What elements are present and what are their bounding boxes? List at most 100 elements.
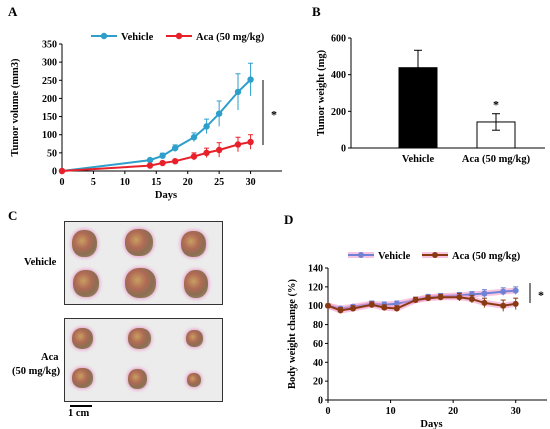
- chart-b-y-tick-label: 400: [331, 70, 346, 81]
- chart-a-series-0-point: [247, 76, 254, 83]
- chart-a-x-tick-label: 20: [183, 177, 193, 188]
- chart-d-x-tick-label: 10: [386, 406, 396, 417]
- panel-d-letter: D: [284, 212, 294, 227]
- chart-a-x-tick-label: 0: [60, 177, 65, 188]
- chart-d-series-1-point: [481, 299, 488, 306]
- chart-d-series-0-point: [512, 287, 519, 294]
- chart-d-y-tick-label: 40: [313, 358, 323, 369]
- chart-d-x-axis-label: Days: [420, 419, 442, 429]
- chart-d-series-1-point: [437, 294, 444, 301]
- chart-d-y-tick-label: 60: [313, 339, 323, 350]
- chart-a-x-tick-label: 25: [214, 177, 224, 188]
- chart-a-series-1-point: [171, 158, 179, 165]
- chart-b-category-label: Vehicle: [402, 154, 435, 165]
- tumor-image: [128, 369, 147, 389]
- chart-a-series-0-point: [190, 134, 198, 141]
- chart-a-y-tick-label: 100: [42, 130, 57, 141]
- chart-a-x-tick-label: 30: [246, 177, 256, 188]
- chart-d-series-0-point: [500, 288, 507, 295]
- chart-a-significance-star: *: [271, 108, 277, 122]
- chart-d-series-1-point: [412, 297, 419, 304]
- chart-a-y-axis-label: Tumor volume (mm3): [10, 58, 21, 157]
- chart-a-x-tick-label: 10: [120, 177, 130, 188]
- chart-d-x-tick-label: 30: [511, 406, 521, 417]
- chart-d-legend-marker: [358, 252, 364, 258]
- chart-a-series-1-point: [247, 138, 254, 146]
- panel-b-letter: B: [312, 4, 321, 19]
- chart-a-series-1-point: [234, 141, 242, 148]
- chart-a-series-1-point: [215, 146, 223, 154]
- chart-d-y-tick-label: 0: [318, 396, 323, 407]
- tumor-image: [187, 373, 201, 387]
- tumor-image: [73, 270, 99, 297]
- chart-b-y-axis-label: Tumor weight (mg): [316, 49, 327, 136]
- chart-d-legend-label: Aca (50 mg/kg): [452, 251, 521, 262]
- chart-b-y-tick-label: 200: [331, 107, 346, 118]
- chart-a-y-tick-label: 350: [42, 40, 57, 51]
- chart-d-y-tick-label: 120: [308, 282, 323, 293]
- chart-b-y-tick-label: 0: [341, 144, 346, 155]
- scale-bar: [70, 405, 92, 407]
- chart-d-y-tick-label: 20: [313, 377, 323, 388]
- chart-d-series-1-point: [368, 301, 375, 308]
- chart-d-x-tick-label: 20: [448, 406, 458, 417]
- chart-d-series-1-point: [468, 296, 475, 303]
- chart-b-category-label: Aca (50 mg/kg): [462, 154, 531, 165]
- chart-b-y-tick-label: 600: [331, 34, 346, 45]
- chart-d-series-1-point: [393, 305, 400, 312]
- chart-a-y-tick-label: 250: [42, 76, 57, 87]
- chart-a-series-0-point: [215, 110, 223, 117]
- chart-d-y-tick-label: 140: [308, 264, 323, 275]
- chart-a-y-tick-label: 300: [42, 58, 57, 69]
- chart-d-significance-star: *: [538, 288, 544, 302]
- chart-a-y-tick-label: 50: [47, 148, 57, 159]
- chart-d-series-1-point: [337, 307, 344, 314]
- chart-a-series-1-point: [190, 153, 198, 160]
- chart-a-series-0-point: [203, 123, 210, 130]
- panel-c-letter: C: [8, 208, 18, 223]
- chart-d-x-tick-label: 0: [326, 406, 331, 417]
- tumor-image: [125, 229, 153, 256]
- tumor-image: [181, 231, 206, 257]
- chart-d-y-tick-label: 80: [313, 320, 323, 331]
- chart-a-series-1-point: [159, 159, 166, 167]
- photo-row-label-dose: (50 mg/kg): [12, 366, 61, 377]
- chart-a-x-tick-label: 15: [151, 177, 161, 188]
- chart-d-series-1-point: [325, 302, 331, 309]
- photo-row-label-vehicle: Vehicle: [24, 257, 57, 268]
- photo-row-label-aca: Aca: [41, 352, 59, 363]
- chart-d-series-1-point: [381, 304, 388, 311]
- chart-a-series-0-point: [146, 156, 154, 164]
- tumor-image: [186, 330, 203, 347]
- chart-d-series-1-point: [425, 295, 432, 302]
- chart-a-y-tick-label: 200: [42, 94, 57, 105]
- chart-a-y-tick-label: 150: [42, 112, 57, 123]
- chart-d-series-1-point: [512, 300, 519, 307]
- chart-b-significance-star: *: [493, 98, 499, 112]
- chart-d-series-1-point: [500, 302, 507, 309]
- chart-a-series-1-point: [58, 167, 66, 175]
- chart-a-legend-marker: [175, 32, 183, 40]
- panel-a-letter: A: [8, 4, 18, 19]
- scale-bar-label: 1 cm: [68, 408, 90, 419]
- chart-a-series-1-point: [146, 162, 154, 169]
- chart-a-legend-label: Vehicle: [121, 32, 154, 43]
- tumor-image: [184, 270, 208, 298]
- chart-d-y-axis-label: Body weight change (%): [287, 279, 298, 389]
- chart-a-x-axis-label: Days: [155, 190, 177, 201]
- aca-tumor-photo: [64, 318, 223, 402]
- chart-d-legend-marker: [432, 252, 438, 258]
- chart-a-series-1-point: [203, 149, 210, 157]
- tumor-image: [125, 268, 156, 298]
- chart-d-series-0-point: [481, 290, 488, 297]
- chart-a-series-0-point: [159, 152, 166, 159]
- tumor-image: [72, 368, 93, 388]
- chart-d-legend-label: Vehicle: [378, 251, 411, 262]
- chart-a-legend-label: Aca (50 mg/kg): [196, 32, 265, 43]
- chart-d-y-tick-label: 100: [308, 301, 323, 312]
- tumor-image: [72, 230, 97, 257]
- chart-a-y-tick-label: 0: [52, 167, 57, 178]
